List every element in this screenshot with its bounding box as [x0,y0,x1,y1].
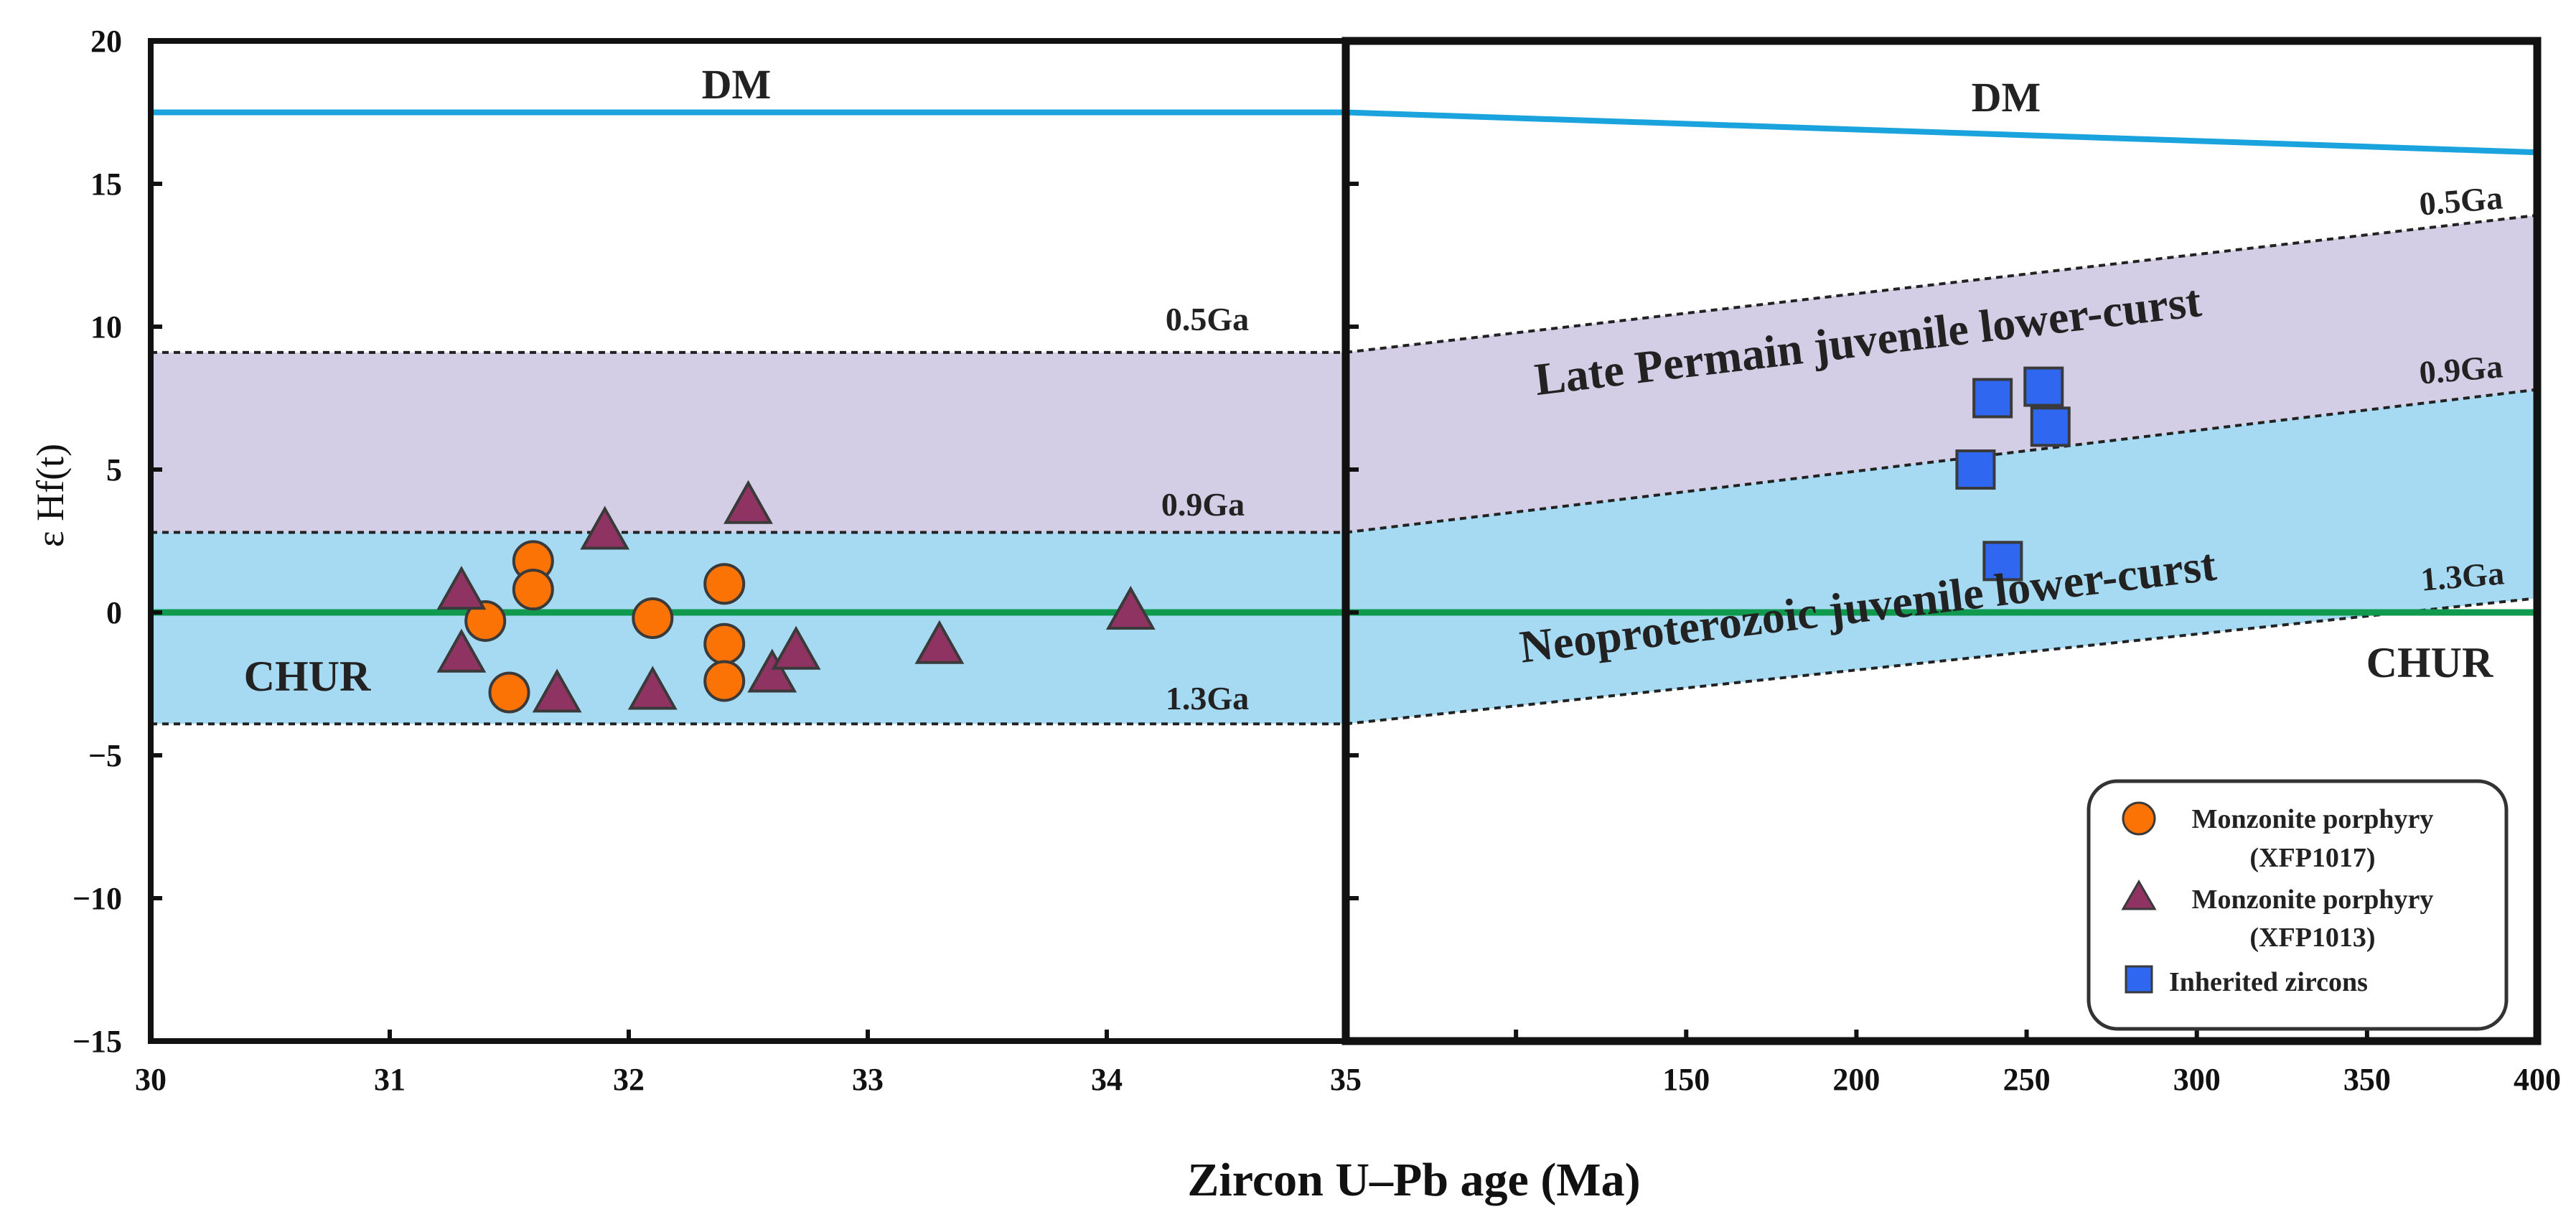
dm-line-1 [1345,109,2538,156]
point-triangle-7 [771,625,821,670]
late-permian-band-0 [151,352,1346,533]
legend-circle-marker [2122,801,2156,836]
ref-line-05Ga-1 [1345,213,2538,354]
point-circle-1 [488,671,530,714]
legend-xfp1013-line1: Monzonite porphyry [2192,885,2434,915]
point-triangle-3 [580,505,630,550]
y-tick-label-0: 20 [90,24,122,59]
ga13-right-label: 1.3Ga [2420,554,2506,597]
evolution-bands [151,215,2537,724]
x-tick-label-left-0: 30 [135,1062,167,1097]
neoproterozoic-band-1 [1346,389,2537,724]
x-tick-label-left-3: 33 [852,1062,884,1097]
point-circle-0 [464,600,507,642]
point-triangle-9 [1105,585,1156,630]
chur-right-label: CHUR [2366,639,2493,686]
x-tick-label-left-5: 35 [1330,1062,1362,1097]
y-tick-label-4: 0 [106,595,122,630]
x-tick-label-right-2: 200 [1832,1062,1880,1097]
point-triangle-1 [436,628,487,673]
legend-xfp1017-line1: Monzonite porphyry [2192,804,2434,834]
y-tick-label-6: −10 [72,881,122,916]
ga09-right-label: 0.9Ga [2418,348,2504,391]
point-triangle-6 [747,648,797,693]
plot-frames [148,37,2542,1045]
y-tick-label-7: −15 [72,1024,122,1059]
point-circle-6 [703,622,746,665]
point-triangle-0 [436,566,487,610]
ga05-left-label: 0.5Ga [1166,301,1249,337]
legend-xfp1013-line2: (XFP1013) [2249,923,2375,953]
point-triangle-5 [723,480,773,524]
point-square-1 [1972,378,2013,419]
point-triangle-2 [532,668,582,713]
x-tick-label-right-3: 250 [2003,1062,2051,1097]
ga05-right-label: 0.5Ga [2418,179,2504,222]
point-circle-3 [512,569,554,611]
late-permian-band-1 [1346,215,2537,533]
point-square-4 [2030,406,2071,447]
reference-lines [151,109,2538,726]
point-square-2 [1982,541,2023,582]
x-tick-label-left-2: 32 [613,1062,645,1097]
x-tick-label-left-1: 31 [374,1062,406,1097]
legend: Monzonite porphyry (XFP1017) Monzonite p… [2086,779,2509,1031]
legend-square-marker [2125,965,2153,994]
x-tick-label-right-1: 150 [1662,1062,1710,1097]
axis-ticks: 20 15 10 5 0 −5 −10 −15 30 31 32 33 34 35 150 200 250 300… [72,24,2561,1097]
y-tick-label-1: 15 [90,167,122,202]
legend-xfp1017-line2: (XFP1017) [2249,843,2375,873]
point-triangle-4 [627,666,678,710]
point-square-0 [1955,449,1996,490]
dm-left-label: DM [702,61,772,108]
x-tick-label-left-4: 34 [1091,1062,1123,1097]
y-tick-label-2: 10 [90,309,122,345]
legend-triangle-marker [2121,880,2157,910]
point-circle-5 [703,563,746,605]
neoproterozoic-band-0 [151,532,1346,724]
y-tick-label-3: 5 [106,452,122,488]
x-axis-title: Zircon U–Pb age (Ma) [1187,1154,1640,1206]
ga09-left-label: 0.9Ga [1161,486,1245,523]
y-axis-title: ε Hf(t) [29,444,72,547]
legend-inherited-label: Inherited zircons [2169,967,2368,997]
ref-line-13Ga-1 [1345,597,2538,726]
ref-line-09Ga-1 [1345,388,2538,534]
point-circle-7 [703,660,746,702]
dm-right-label: DM [1972,74,2041,121]
ga13-left-label: 1.3Ga [1166,680,1249,717]
right-panel-frame [1341,37,2542,1045]
x-tick-label-right-4: 300 [2173,1062,2221,1097]
x-tick-label-right-6: 400 [2514,1062,2561,1097]
data-points [436,366,2071,714]
x-tick-label-right-5: 350 [2343,1062,2391,1097]
point-circle-4 [632,597,674,639]
point-triangle-8 [914,620,965,664]
y-tick-label-5: −5 [88,738,122,773]
point-square-3 [2023,366,2064,407]
legend-box [2086,779,2509,1031]
chur-left-label: CHUR [244,653,371,700]
